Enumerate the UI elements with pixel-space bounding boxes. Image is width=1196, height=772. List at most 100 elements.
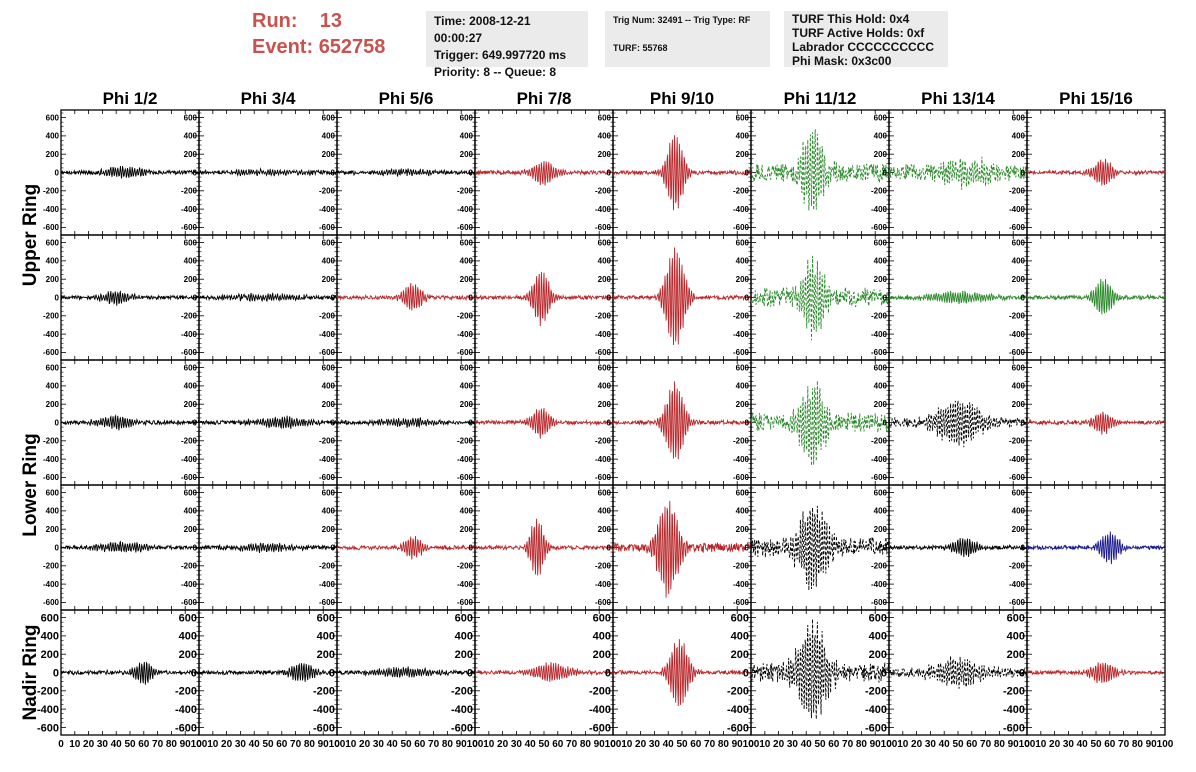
waveform-r4-c7 [1026,662,1166,684]
y-tick-label: 600 [322,363,336,372]
y-tick-label: 0 [745,543,750,552]
waveform-r0-c2 [336,167,476,177]
x-tick-label: 70 [566,739,578,750]
x-tick-label: 50 [538,739,550,750]
y-tick-label: 0 [883,168,888,177]
x-tick-label: 80 [718,739,730,750]
x-tick-label: 10 [621,739,633,750]
y-tick-label: 400 [46,257,60,266]
y-tick-label: 200 [317,649,335,661]
y-tick-label: 0 [55,293,60,302]
phi-mask-text: Phi Mask: 0x3c00 [792,54,892,68]
y-tick-label: -200 [319,187,336,196]
waveform-r4-c2 [336,666,476,678]
x-tick-label: 10 [897,739,909,750]
y-tick-label: -400 [319,455,336,464]
y-tick-label: 0 [743,667,749,679]
y-tick-label: -600 [595,598,612,607]
y-tick-label: -600 [871,223,888,232]
y-tick-label: -600 [319,598,336,607]
y-tick-label: 0 [745,293,750,302]
x-tick-label: 60 [690,739,702,750]
x-tick-label: 100 [329,739,346,750]
y-tick-label: 200 [874,525,888,534]
y-tick-label: -400 [727,704,749,716]
y-tick-label: 400 [731,631,749,643]
y-tick-label: 200 [184,150,198,159]
y-tick-label: 200 [322,275,336,284]
y-tick-label: 400 [736,132,750,141]
y-tick-label: 200 [736,275,750,284]
y-tick-label: -400 [733,580,750,589]
x-tick-label: 30 [787,739,799,750]
x-tick-label: 80 [1132,739,1144,750]
y-tick-label: -200 [457,187,474,196]
y-tick-label: -400 [589,704,611,716]
y-tick-label: -600 [1009,223,1026,232]
y-tick-label: 400 [460,132,474,141]
y-tick-label: -200 [457,312,474,321]
y-tick-label: 0 [469,418,474,427]
y-tick-label: 600 [874,113,888,122]
x-tick-label: 0 [1024,739,1030,750]
y-tick-label: 200 [46,400,60,409]
y-tick-label: 400 [322,507,336,516]
y-tick-label: 400 [1007,631,1025,643]
y-tick-label: -600 [1009,348,1026,357]
y-tick-label: -200 [727,686,749,698]
y-tick-label: 600 [322,238,336,247]
x-tick-label: 50 [952,739,964,750]
y-tick-label: 400 [874,257,888,266]
event-value: 652758 [318,36,386,58]
y-tick-label: 200 [598,400,612,409]
x-tick-label: 20 [911,739,923,750]
x-tick-label: 100 [467,739,484,750]
y-tick-label: -400 [451,704,473,716]
y-tick-label: -200 [595,187,612,196]
y-tick-label: -600 [319,473,336,482]
y-tick-label: 200 [46,275,60,284]
x-tick-label: 40 [387,739,399,750]
x-tick-label: 90 [456,739,468,750]
y-tick-label: 600 [455,612,473,624]
x-tick-label: 40 [111,739,123,750]
x-tick-label: 80 [442,739,454,750]
x-tick-label: 50 [1090,739,1102,750]
x-tick-label: 0 [472,739,478,750]
y-tick-label: 400 [736,382,750,391]
y-tick-label: 200 [184,400,198,409]
y-tick-label: 0 [193,418,198,427]
y-tick-label: -600 [457,598,474,607]
y-tick-label: 0 [607,418,612,427]
y-tick-label: -200 [43,187,60,196]
y-tick-label: -600 [595,223,612,232]
y-tick-label: -400 [595,455,612,464]
event-label: Event: [252,36,314,58]
y-tick-label: -200 [319,562,336,571]
y-tick-label: -200 [595,562,612,571]
x-tick-label: 80 [994,739,1006,750]
y-tick-label: -400 [865,704,887,716]
x-tick-label: 90 [594,739,606,750]
y-tick-label: 400 [598,507,612,516]
trig-num-text: Trig Num: 32491 -- Trig Type: RF [613,15,751,25]
y-tick-label: 600 [460,113,474,122]
ring-label-1: Lower Ring [20,433,41,536]
y-tick-label: 400 [1012,132,1026,141]
y-tick-label: 600 [184,113,198,122]
y-tick-label: -200 [1009,562,1026,571]
panel-frame [750,359,890,486]
x-tick-label: 40 [939,739,951,750]
y-tick-label: -400 [313,704,335,716]
y-tick-label: 0 [331,543,336,552]
y-tick-label: -200 [43,437,60,446]
y-tick-label: -600 [871,598,888,607]
x-tick-label: 70 [704,739,716,750]
waveform-r0-c7 [1026,158,1166,186]
x-tick-label: 10 [483,739,495,750]
y-tick-label: -400 [457,330,474,339]
y-tick-label: 400 [322,382,336,391]
y-tick-label: -200 [43,312,60,321]
y-tick-label: 0 [193,168,198,177]
